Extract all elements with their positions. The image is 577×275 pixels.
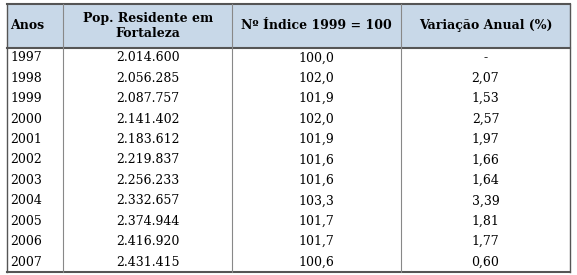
- Text: 1,97: 1,97: [471, 133, 499, 146]
- Text: 2002: 2002: [10, 153, 42, 166]
- Text: 1,53: 1,53: [471, 92, 499, 105]
- Text: 2004: 2004: [10, 194, 42, 207]
- Text: Pop. Residente em
Fortaleza: Pop. Residente em Fortaleza: [83, 12, 213, 40]
- Text: 102,0: 102,0: [299, 72, 335, 85]
- Text: 101,6: 101,6: [299, 174, 335, 187]
- Text: 2007: 2007: [10, 255, 42, 269]
- Text: 2.087.757: 2.087.757: [116, 92, 179, 105]
- Text: 3,39: 3,39: [471, 194, 499, 207]
- Text: 1999: 1999: [10, 92, 42, 105]
- Text: 100,0: 100,0: [299, 51, 335, 64]
- Text: 101,7: 101,7: [299, 215, 335, 228]
- Text: 1997: 1997: [10, 51, 42, 64]
- Text: 2.141.402: 2.141.402: [116, 113, 179, 126]
- Text: 1,81: 1,81: [471, 215, 500, 228]
- Text: 102,0: 102,0: [299, 113, 335, 126]
- Text: 2,57: 2,57: [472, 113, 499, 126]
- Text: 2.183.612: 2.183.612: [116, 133, 179, 146]
- Text: -: -: [484, 51, 488, 64]
- FancyBboxPatch shape: [7, 4, 570, 48]
- Text: 2006: 2006: [10, 235, 42, 248]
- Text: 2.056.285: 2.056.285: [116, 72, 179, 85]
- Text: 1,64: 1,64: [471, 174, 500, 187]
- Text: 2001: 2001: [10, 133, 42, 146]
- Text: 101,6: 101,6: [299, 153, 335, 166]
- Text: 2.332.657: 2.332.657: [116, 194, 179, 207]
- Text: Anos: Anos: [10, 20, 44, 32]
- Text: 100,6: 100,6: [299, 255, 335, 269]
- Text: 2.014.600: 2.014.600: [116, 51, 179, 64]
- Text: 2.219.837: 2.219.837: [116, 153, 179, 166]
- Text: 101,9: 101,9: [299, 133, 335, 146]
- Text: 103,3: 103,3: [299, 194, 335, 207]
- Text: Nº Índice 1999 = 100: Nº Índice 1999 = 100: [241, 20, 392, 32]
- Text: 2.374.944: 2.374.944: [116, 215, 179, 228]
- Text: 101,9: 101,9: [299, 92, 335, 105]
- Text: 1,66: 1,66: [471, 153, 500, 166]
- Text: 2005: 2005: [10, 215, 42, 228]
- Text: 1,77: 1,77: [471, 235, 499, 248]
- Text: 2000: 2000: [10, 113, 42, 126]
- Text: 2003: 2003: [10, 174, 42, 187]
- Text: 2.431.415: 2.431.415: [116, 255, 179, 269]
- Text: 101,7: 101,7: [299, 235, 335, 248]
- Text: Variação Anual (%): Variação Anual (%): [419, 20, 552, 32]
- Text: 1998: 1998: [10, 72, 42, 85]
- Text: 0,60: 0,60: [471, 255, 500, 269]
- Text: 2,07: 2,07: [471, 72, 499, 85]
- Text: 2.416.920: 2.416.920: [116, 235, 179, 248]
- Text: 2.256.233: 2.256.233: [116, 174, 179, 187]
